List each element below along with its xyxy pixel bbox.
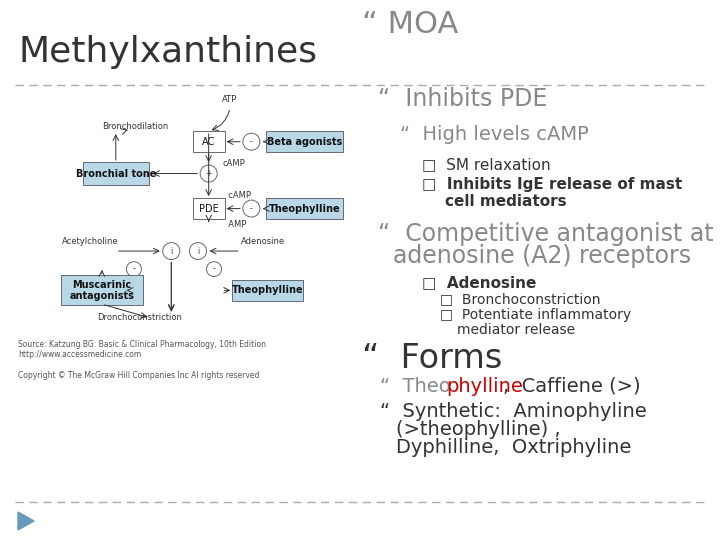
- Text: Methylxanthines: Methylxanthines: [18, 35, 317, 69]
- FancyBboxPatch shape: [193, 131, 225, 152]
- Text: “  Synthetic:  Aminophyline: “ Synthetic: Aminophyline: [380, 402, 647, 421]
- Text: Bronchial tone: Bronchial tone: [76, 168, 156, 179]
- Text: □  Adenosine: □ Adenosine: [422, 275, 536, 290]
- FancyBboxPatch shape: [266, 131, 343, 152]
- Circle shape: [189, 242, 207, 260]
- Text: cell mediators: cell mediators: [445, 194, 567, 209]
- Text: Theophylline: Theophylline: [232, 285, 303, 295]
- Circle shape: [243, 133, 260, 150]
- Circle shape: [200, 165, 217, 182]
- Text: “  High levels cAMP: “ High levels cAMP: [400, 125, 589, 144]
- Text: □  Inhibits IgE release of mast: □ Inhibits IgE release of mast: [422, 177, 683, 192]
- Text: Acetylcholine: Acetylcholine: [63, 237, 119, 246]
- Text: phylline: phylline: [446, 377, 523, 396]
- FancyBboxPatch shape: [83, 162, 149, 185]
- FancyBboxPatch shape: [266, 198, 343, 219]
- Text: Theophylline: Theophylline: [269, 204, 341, 214]
- Text: Adenosine: Adenosine: [240, 237, 285, 246]
- Text: Source: Katzung BG: Basic & Clinical Pharmacology, 10th Edition
http://www.acces: Source: Katzung BG: Basic & Clinical Pha…: [18, 340, 266, 380]
- Polygon shape: [18, 512, 34, 530]
- Text: “ MOA: “ MOA: [362, 10, 459, 39]
- Text: cAMP: cAMP: [222, 191, 251, 200]
- Text: “  Theo: “ Theo: [380, 377, 451, 396]
- Text: “  Competitive antagonist at: “ Competitive antagonist at: [378, 222, 714, 246]
- Text: cAMP: cAMP: [222, 159, 246, 168]
- Text: -: -: [250, 204, 253, 213]
- Text: Bronchodilation: Bronchodilation: [102, 122, 168, 131]
- Text: -: -: [132, 265, 135, 274]
- FancyBboxPatch shape: [60, 275, 143, 305]
- Circle shape: [163, 242, 180, 260]
- Text: ,  Caffiene (>): , Caffiene (>): [503, 377, 641, 396]
- Text: “  Forms: “ Forms: [362, 342, 503, 375]
- Text: Beta agonists: Beta agonists: [267, 137, 343, 147]
- Text: “  Inhibits PDE: “ Inhibits PDE: [378, 87, 547, 111]
- Circle shape: [243, 200, 260, 217]
- Text: PDE: PDE: [199, 204, 219, 214]
- Text: Dronchoconstriction: Dronchoconstriction: [97, 313, 181, 322]
- Text: Dyphilline,  Oxtriphyline: Dyphilline, Oxtriphyline: [396, 438, 631, 457]
- Text: □  Bronchoconstriction: □ Bronchoconstriction: [440, 292, 600, 306]
- Text: AMP: AMP: [222, 220, 246, 228]
- Text: AC: AC: [202, 137, 215, 147]
- Text: mediator release: mediator release: [457, 323, 575, 337]
- Text: -: -: [212, 265, 215, 274]
- FancyBboxPatch shape: [193, 198, 225, 219]
- Text: adenosine (A2) receptors: adenosine (A2) receptors: [393, 244, 691, 268]
- Text: Muscarinic
antagonists: Muscarinic antagonists: [69, 280, 135, 301]
- Circle shape: [127, 262, 141, 276]
- Text: i: i: [170, 247, 172, 255]
- Text: -: -: [250, 137, 253, 146]
- Text: (>theophylline) ,: (>theophylline) ,: [396, 420, 561, 439]
- Text: +: +: [205, 169, 212, 178]
- FancyBboxPatch shape: [232, 280, 303, 301]
- Text: ATP: ATP: [222, 96, 238, 104]
- Text: □  Potentiate inflammatory: □ Potentiate inflammatory: [440, 308, 631, 322]
- Text: i: i: [197, 247, 199, 255]
- Circle shape: [207, 262, 222, 276]
- Text: □  SM relaxation: □ SM relaxation: [422, 157, 551, 172]
